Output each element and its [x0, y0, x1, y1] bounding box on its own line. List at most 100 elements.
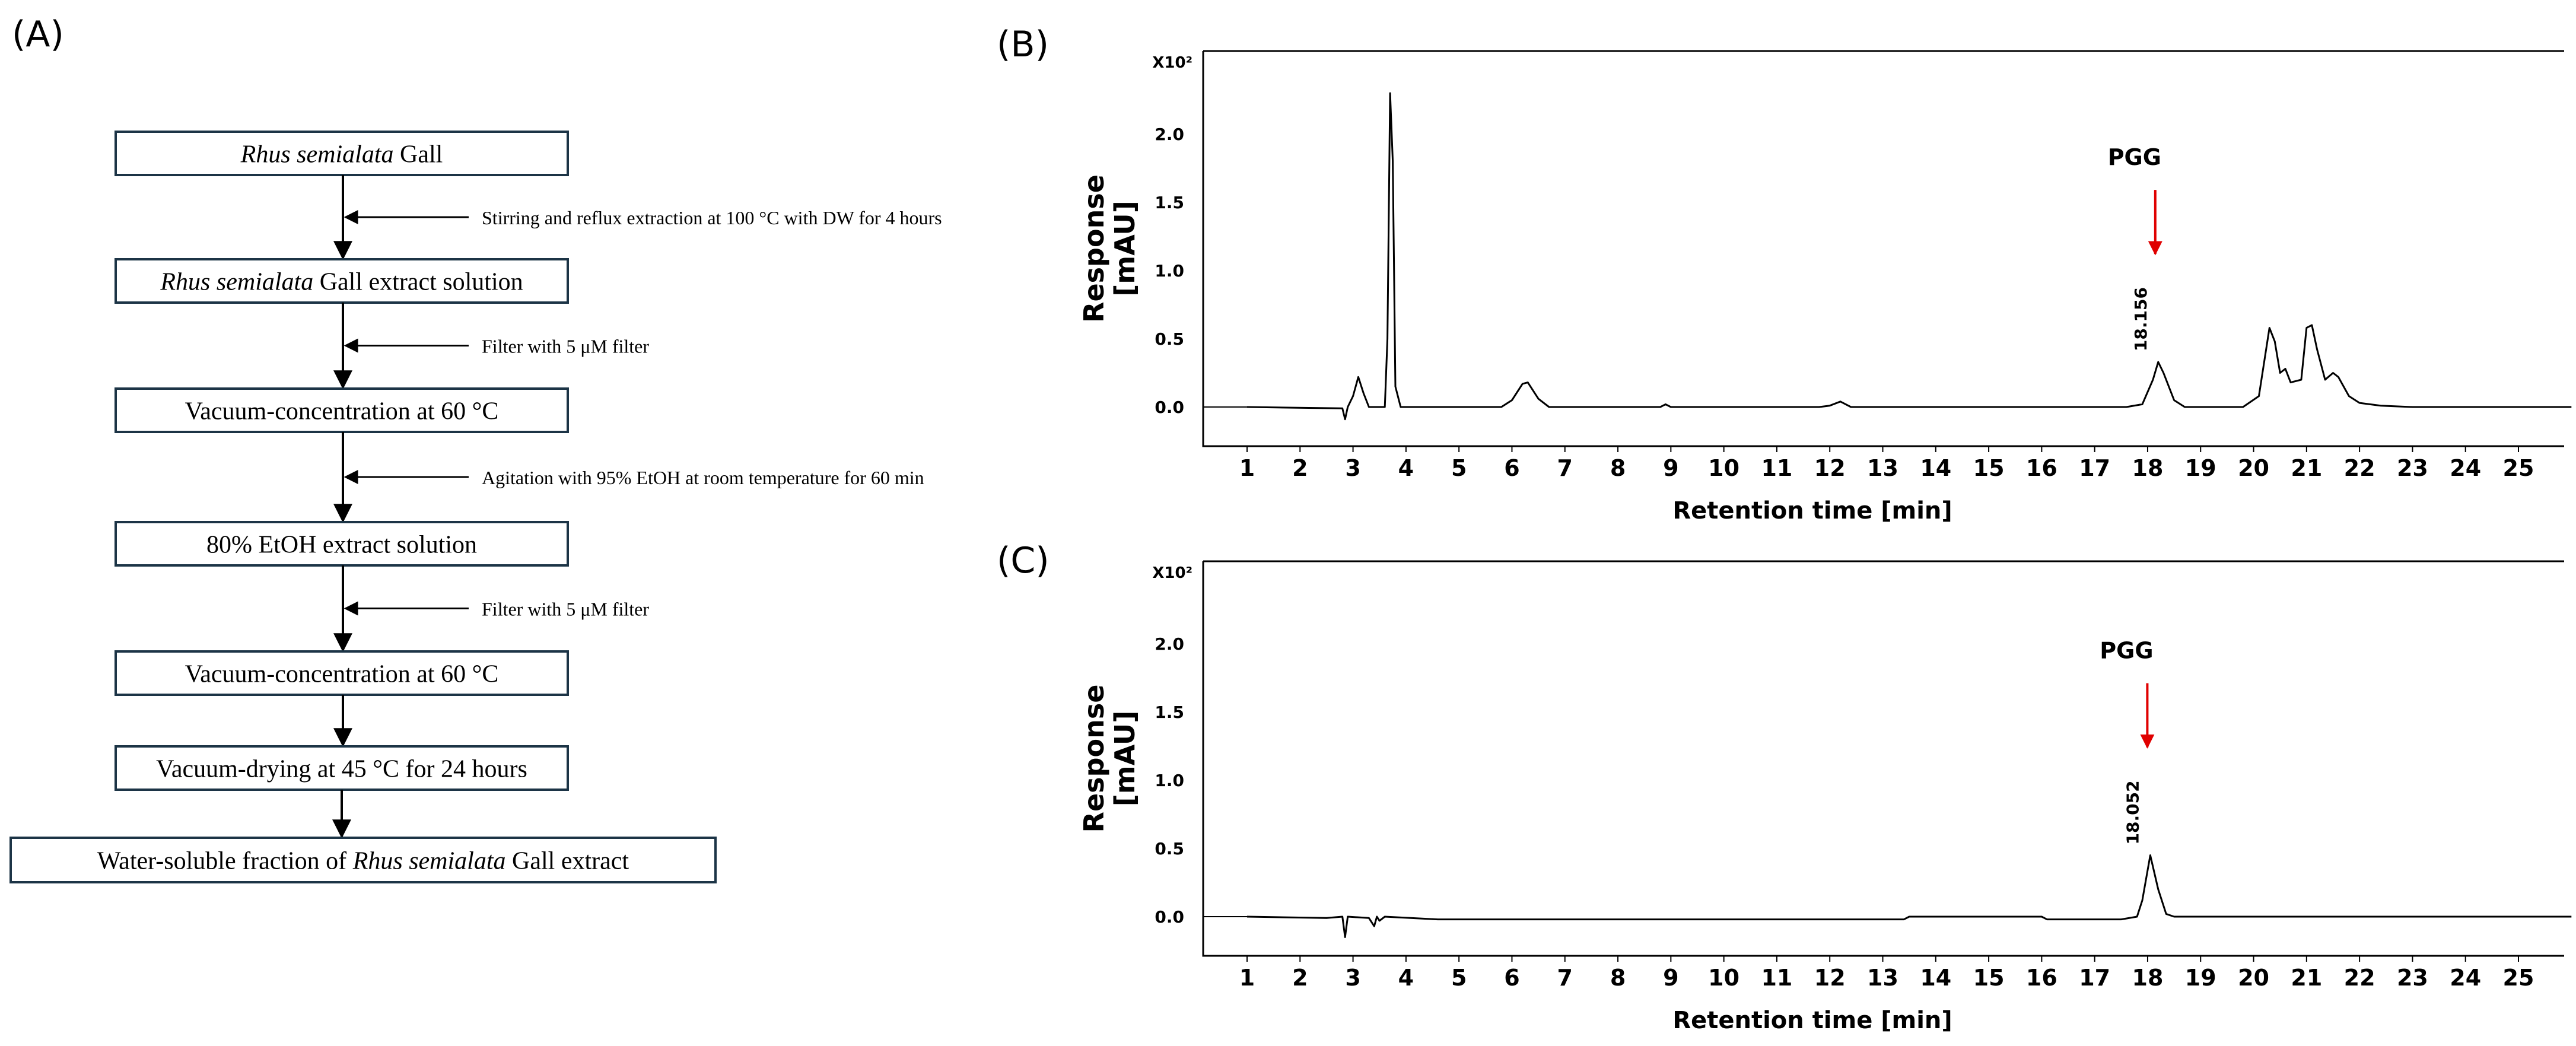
panel-label-a: (A) — [12, 14, 64, 55]
x-tick-label: 15 — [1973, 965, 2005, 991]
flow-step-box — [115, 131, 569, 176]
x-tick-label: 10 — [1708, 965, 1739, 991]
x-tick-label: 5 — [1451, 455, 1467, 481]
side-input-text: Filter with 5 μM filter — [482, 599, 649, 620]
y-tick-label: 1.5 — [1155, 193, 1184, 212]
x-tick-label: 25 — [2503, 965, 2534, 991]
x-tick-label: 4 — [1398, 965, 1414, 991]
x-tick-label: 6 — [1504, 965, 1519, 991]
pgg-label: PGG — [2100, 638, 2153, 664]
y-axis-label: Response[mAU] — [1078, 174, 1141, 323]
flow-step-text: Water-soluble fraction of Rhus semialata… — [97, 848, 629, 875]
y-tick-label: 0.5 — [1155, 839, 1184, 859]
peak-retention-label: 18.052 — [2123, 780, 2142, 844]
x-tick-label: 18 — [2132, 455, 2164, 481]
x-tick-label: 5 — [1451, 965, 1467, 991]
y-tick-label: 0.0 — [1155, 398, 1184, 417]
y-tick-label: 2.0 — [1155, 634, 1184, 654]
x-tick-label: 7 — [1557, 965, 1573, 991]
x-tick-label: 14 — [1920, 455, 1951, 481]
flow-step-text: Vacuum-concentration at 60 °C — [185, 661, 499, 688]
x-tick-label: 12 — [1814, 455, 1846, 481]
x-tick-label: 21 — [2291, 965, 2322, 991]
x-tick-label: 1 — [1239, 455, 1255, 481]
flow-step-box — [115, 387, 569, 433]
y-axis-label: Response[mAU] — [1078, 685, 1141, 833]
x-tick-label: 23 — [2397, 965, 2428, 991]
peak-retention-label: 18.156 — [2131, 287, 2151, 351]
x-tick-label: 17 — [2079, 965, 2110, 991]
chromatogram-trace — [1246, 854, 2572, 938]
x-tick-label: 4 — [1398, 455, 1414, 481]
flowchart-steps: Rhus semialata Gall Rhus semialata Gall e… — [9, 131, 942, 883]
pgg-label: PGG — [2108, 144, 2161, 170]
panel-label-c: (C) — [997, 540, 1050, 581]
x-tick-label: 3 — [1345, 455, 1360, 481]
y-multiplier: X10² — [1152, 564, 1192, 582]
y-multiplier: X10² — [1152, 54, 1192, 72]
x-tick-label: 2 — [1292, 965, 1308, 991]
y-tick-label: 1.0 — [1155, 261, 1184, 281]
x-tick-label: 25 — [2503, 455, 2534, 481]
side-input-text: Stirring and reflux extraction at 100 °C… — [482, 207, 942, 228]
x-tick-label: 8 — [1610, 965, 1626, 991]
x-tick-label: 20 — [2238, 455, 2269, 481]
x-tick-label: 19 — [2185, 965, 2216, 991]
x-tick-label: 9 — [1663, 965, 1678, 991]
y-tick-label: 2.0 — [1155, 125, 1184, 144]
x-tick-label: 6 — [1504, 455, 1519, 481]
x-tick-label: 7 — [1557, 455, 1573, 481]
side-input-text: Agitation with 95% EtOH at room temperat… — [482, 467, 924, 488]
x-tick-label: 13 — [1867, 455, 1898, 481]
x-tick-label: 12 — [1814, 965, 1846, 991]
flow-step-text: Rhus semialata Gall — [240, 141, 443, 168]
flow-step-text: 80% EtOH extract solution — [206, 532, 477, 559]
flow-step-box — [115, 650, 569, 696]
x-tick-label: 21 — [2291, 455, 2322, 481]
panel-label-b: (B) — [997, 24, 1049, 65]
flow-step-box — [9, 837, 717, 883]
chromatogram-trace — [1246, 92, 2572, 421]
x-tick-label: 8 — [1610, 455, 1626, 481]
x-tick-label: 11 — [1761, 965, 1792, 991]
plot-frame — [1202, 50, 2564, 447]
flow-step-box — [115, 258, 569, 304]
x-tick-label: 23 — [2397, 455, 2428, 481]
x-tick-label: 15 — [1973, 455, 2005, 481]
x-axis-label: Retention time [min] — [1672, 497, 1952, 524]
x-tick-label: 16 — [2026, 455, 2057, 481]
y-tick-label: 0.5 — [1155, 329, 1184, 349]
x-tick-label: 24 — [2450, 965, 2481, 991]
x-tick-label: 9 — [1663, 455, 1678, 481]
x-tick-label: 24 — [2450, 455, 2481, 481]
flow-step-text: Vacuum-drying at 45 °C for 24 hours — [156, 756, 527, 783]
flow-step-text: Vacuum-concentration at 60 °C — [185, 398, 499, 425]
x-tick-label: 10 — [1708, 455, 1739, 481]
x-tick-label: 22 — [2344, 965, 2375, 991]
flow-step-box — [115, 745, 569, 791]
x-tick-label: 14 — [1920, 965, 1951, 991]
x-tick-label: 3 — [1345, 965, 1360, 991]
y-tick-label: 1.5 — [1155, 702, 1184, 722]
x-tick-label: 16 — [2026, 965, 2057, 991]
x-tick-label: 13 — [1867, 965, 1898, 991]
side-input-text: Filter with 5 μM filter — [482, 336, 649, 357]
x-tick-label: 20 — [2238, 965, 2269, 991]
x-tick-label: 11 — [1761, 455, 1792, 481]
x-tick-label: 2 — [1292, 455, 1308, 481]
x-tick-label: 19 — [2185, 455, 2216, 481]
x-axis-label: Retention time [min] — [1672, 1007, 1952, 1034]
x-tick-label: 18 — [2132, 965, 2164, 991]
x-tick-label: 1 — [1239, 965, 1255, 991]
flow-step-text: Rhus semialata Gall extract solution — [160, 269, 523, 296]
y-tick-label: 0.0 — [1155, 907, 1184, 927]
plot-frame — [1202, 560, 2564, 957]
x-tick-label: 17 — [2079, 455, 2110, 481]
x-tick-label: 22 — [2344, 455, 2375, 481]
